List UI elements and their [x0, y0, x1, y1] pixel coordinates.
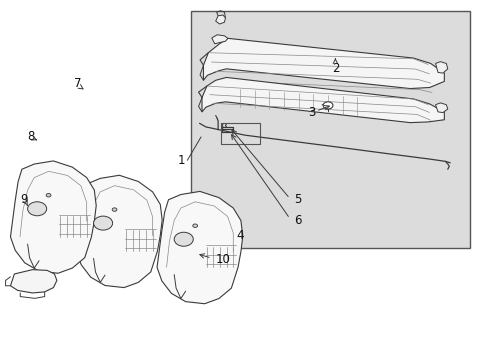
- Text: 6: 6: [294, 214, 301, 227]
- Text: 5: 5: [294, 193, 301, 206]
- Polygon shape: [203, 39, 444, 89]
- Circle shape: [94, 216, 113, 230]
- Text: 1: 1: [178, 154, 185, 167]
- Text: 10: 10: [216, 253, 231, 266]
- Circle shape: [323, 102, 333, 109]
- Circle shape: [112, 208, 117, 211]
- Circle shape: [174, 232, 193, 246]
- Text: 8: 8: [27, 130, 35, 143]
- Text: 7: 7: [74, 77, 81, 90]
- Circle shape: [46, 193, 51, 197]
- Polygon shape: [10, 161, 96, 273]
- Text: 4: 4: [236, 229, 244, 242]
- Polygon shape: [10, 270, 57, 293]
- Circle shape: [193, 224, 197, 228]
- Polygon shape: [191, 12, 470, 248]
- Text: 9: 9: [21, 193, 28, 206]
- Polygon shape: [157, 192, 243, 304]
- Polygon shape: [216, 15, 225, 24]
- Polygon shape: [76, 175, 162, 288]
- Polygon shape: [212, 35, 228, 44]
- Text: 2: 2: [332, 59, 339, 75]
- Circle shape: [27, 202, 47, 216]
- Polygon shape: [436, 103, 448, 113]
- Polygon shape: [202, 77, 444, 123]
- Polygon shape: [436, 62, 448, 73]
- Text: 3: 3: [309, 106, 316, 119]
